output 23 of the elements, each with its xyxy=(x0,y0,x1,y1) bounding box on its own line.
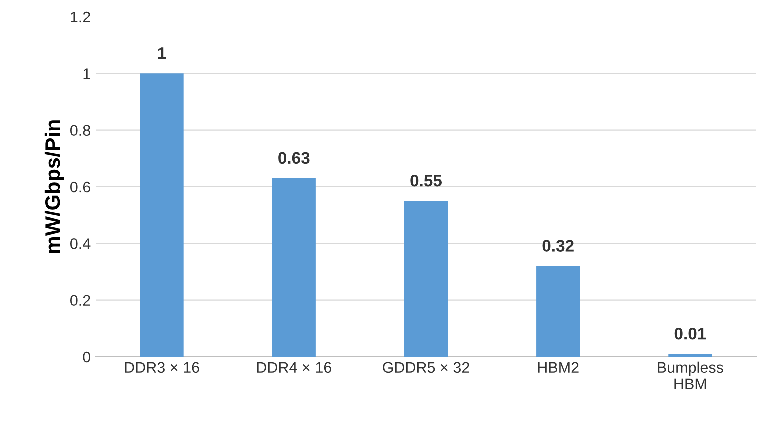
x-tick-label: GDDR5 × 32 xyxy=(383,362,470,374)
y-tick-label: 0.8 xyxy=(70,125,90,136)
y-tick-label: 1.2 xyxy=(71,12,90,23)
bar xyxy=(536,266,580,357)
bar xyxy=(668,354,712,357)
y-tick-label: 0.2 xyxy=(70,295,90,306)
y-tick-label: 1 xyxy=(84,68,90,80)
x-tick-label: Bumpless HBM xyxy=(658,362,724,390)
x-tick-label: DDR3 × 16 xyxy=(125,362,200,374)
data-label: 0.32 xyxy=(542,240,574,252)
y-tick-label: 0.4 xyxy=(70,238,91,250)
y-tick-label: 0.6 xyxy=(70,182,90,193)
data-label: 0.55 xyxy=(410,174,442,187)
x-tick-label: DDR4 × 16 xyxy=(257,362,332,374)
y-tick-label: 0 xyxy=(83,352,91,363)
x-tick-label: HBM2 xyxy=(538,362,579,373)
bar xyxy=(272,178,316,357)
data-label: 1 xyxy=(158,48,166,60)
bar xyxy=(140,74,184,357)
data-label: 0.63 xyxy=(278,152,310,164)
bar xyxy=(404,201,448,357)
data-label: 0.01 xyxy=(674,328,706,340)
y-axis-title: mW/Gbps/Pin xyxy=(44,120,64,254)
